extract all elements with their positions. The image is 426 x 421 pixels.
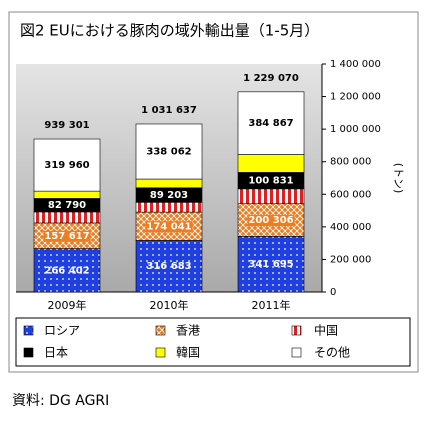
legend-swatch — [291, 325, 302, 336]
y-tick-label: 200 000 — [330, 254, 371, 265]
data-label: 82 790 — [48, 200, 86, 211]
y-tick-label: 600 000 — [330, 189, 371, 200]
y-axis-label: (トン) — [392, 163, 405, 194]
y-tick-label: 400 000 — [330, 222, 371, 233]
bar-segment — [237, 188, 305, 205]
legend — [15, 317, 411, 367]
y-tick-label: 1 000 000 — [330, 124, 381, 135]
bar-segment — [33, 248, 101, 293]
legend-label: 日本 — [44, 346, 68, 360]
data-label-bg — [145, 221, 193, 233]
x-tick-label: 2009年 — [48, 298, 87, 312]
x-tick-label: 2010年 — [150, 298, 189, 312]
data-label: 319 960 — [44, 160, 89, 171]
legend-swatch — [155, 347, 166, 358]
data-label: 174 041 — [146, 221, 191, 232]
data-label: 338 062 — [146, 147, 191, 158]
legend-swatch — [23, 325, 34, 336]
bar-segment — [135, 123, 203, 180]
bar-segment — [33, 138, 101, 192]
total-label: 1 031 637 — [141, 105, 197, 116]
bar-segment — [237, 236, 305, 293]
total-label: 1 229 070 — [243, 73, 299, 84]
bar-segment — [237, 154, 305, 173]
bar-segment — [33, 211, 101, 224]
legend-swatch — [23, 347, 34, 358]
source: 資料: DG AGRI — [12, 393, 109, 409]
y-tick-label: 1 200 000 — [330, 92, 381, 103]
bar-segment — [33, 190, 101, 199]
chart-title: 図2 EUにおける豚肉の域外輸出量（1-5月） — [20, 22, 319, 40]
data-label: 384 867 — [248, 118, 293, 129]
legend-label: ロシア — [44, 324, 80, 338]
legend-swatch — [155, 325, 166, 336]
data-label: 341 695 — [248, 259, 293, 270]
total-label: 939 301 — [44, 120, 89, 131]
bar-segment — [135, 240, 203, 293]
data-label-bg — [247, 215, 295, 227]
y-tick-label: 800 000 — [330, 157, 371, 168]
legend-label: その他 — [314, 346, 350, 360]
bar-segment — [237, 91, 305, 155]
data-label-bg — [43, 230, 91, 242]
data-label: 266 402 — [44, 265, 89, 276]
legend-label: 韓国 — [176, 346, 200, 360]
y-tick-label: 0 — [330, 287, 336, 298]
y-tick-label: 1 400 000 — [330, 59, 381, 70]
data-label: 89 203 — [150, 190, 188, 201]
legend-label: 香港 — [176, 324, 200, 338]
legend-label: 中国 — [314, 323, 338, 338]
legend-swatch — [291, 347, 302, 358]
data-label: 157 617 — [44, 231, 89, 242]
bar-segment — [135, 178, 203, 189]
data-label: 316 683 — [146, 261, 191, 272]
data-label: 100 831 — [248, 176, 293, 187]
x-tick-label: 2011年 — [252, 298, 291, 312]
data-label: 200 306 — [248, 215, 293, 226]
bar-segment — [135, 202, 203, 213]
